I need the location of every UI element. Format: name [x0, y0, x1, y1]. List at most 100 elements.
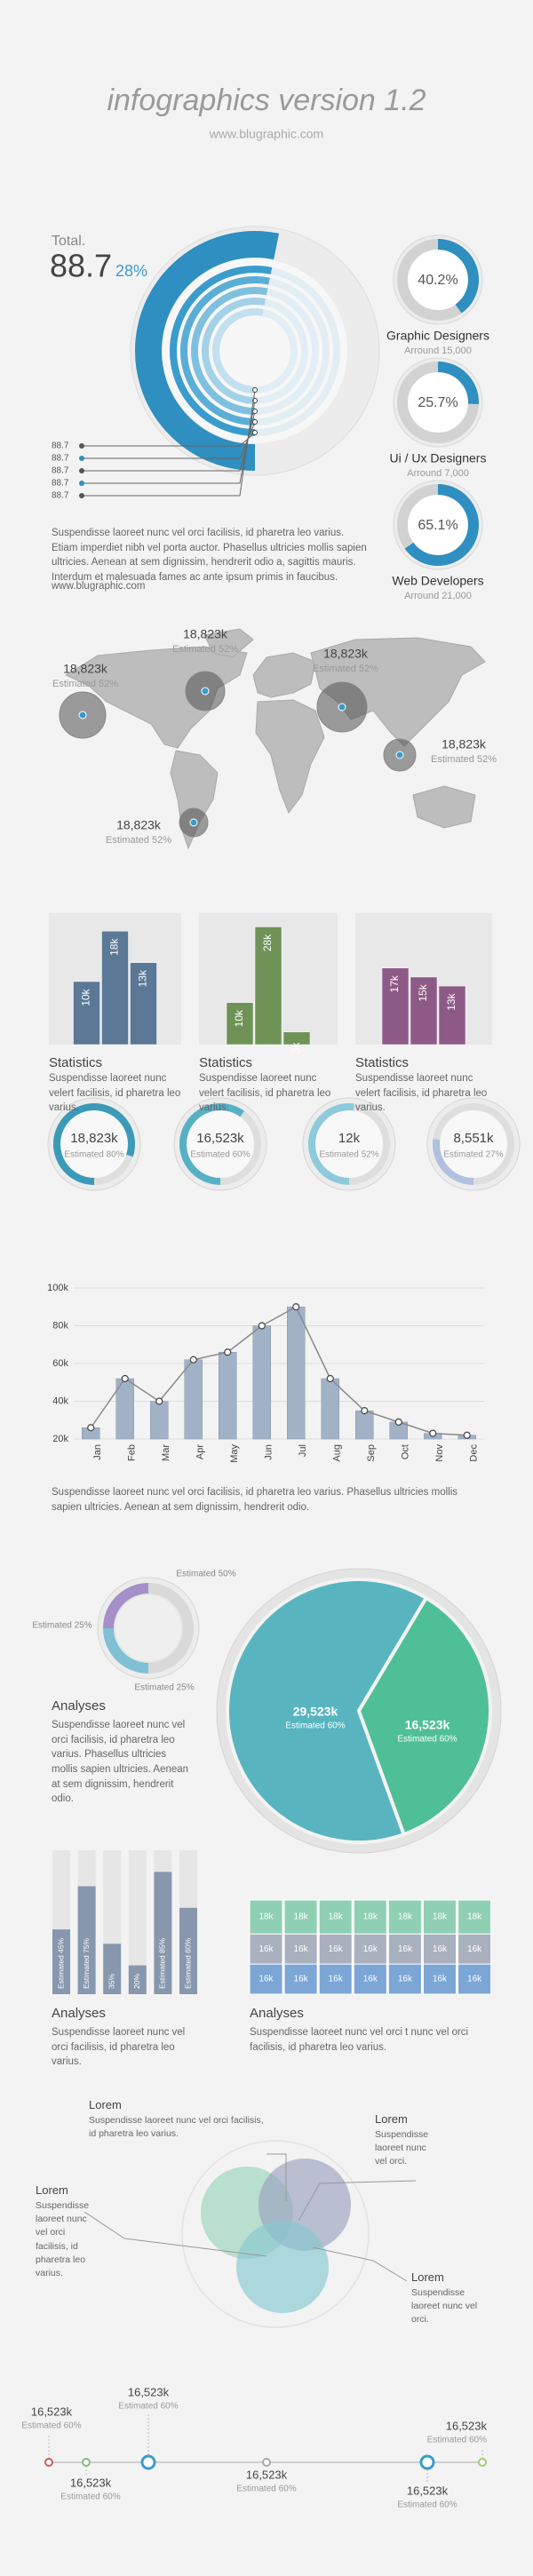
map-note: Estimated 52% [106, 835, 171, 846]
column-label: 20% [132, 1974, 141, 1989]
gauge-note: Estimated 52% [319, 1150, 378, 1160]
ring-label-dot [79, 443, 84, 449]
leader-line [266, 2153, 287, 2201]
column-label: Estimated 60% [183, 1937, 192, 1989]
trend-point [155, 1397, 163, 1405]
analyses-text: Suspendisse laoreet nunc vel orci facili… [52, 1720, 189, 1805]
leader-line [312, 2246, 408, 2282]
bar [355, 1410, 374, 1440]
pie-slice [225, 1578, 429, 1844]
panel-title: Statistics [199, 1055, 253, 1070]
stacked-segment [318, 1899, 353, 1935]
stacked-label: 16k [329, 1975, 344, 1984]
stacked-label: 18k [259, 1912, 274, 1922]
stacked-segment [423, 1899, 457, 1935]
pie-note: Estimated 60% [285, 1721, 345, 1731]
x-tick-label: Aug [332, 1444, 343, 1462]
stacked-segment [283, 1899, 318, 1935]
analysis-donut-segment [147, 1583, 194, 1674]
map-note: Estimated 52% [313, 664, 378, 674]
x-tick-label: Mar [161, 1444, 171, 1461]
y-tick-label: 20k [52, 1434, 68, 1444]
timeline-point [140, 2454, 156, 2470]
x-tick-label: Jun [264, 1444, 274, 1460]
ring-arc [180, 276, 270, 425]
ring-arc [202, 298, 266, 404]
stacked-segment [423, 1963, 457, 1995]
y-tick-label: 80k [52, 1320, 68, 1331]
stacked-label: 16k [363, 1944, 378, 1954]
bar [321, 1378, 339, 1440]
ring-label: 88.7 [52, 466, 69, 476]
stacked-label: 16k [398, 1944, 413, 1954]
ring-arc [191, 287, 268, 415]
x-tick-label: Jul [298, 1444, 308, 1457]
map-dot [78, 711, 87, 720]
x-tick-label: Apr [195, 1444, 206, 1459]
ring-label-dot [79, 493, 84, 498]
ring-arc [170, 266, 273, 436]
panel-bar [381, 967, 410, 1046]
pie-value: 29,523k [293, 1705, 338, 1719]
stacked-segment [457, 1899, 492, 1935]
timeline-note: Estimated 60% [118, 2402, 178, 2412]
map-dot [189, 818, 198, 827]
map-dot [338, 703, 346, 712]
timeline-note: Estimated 60% [236, 2485, 296, 2494]
donut-arc [437, 362, 479, 405]
map-note: Estimated 52% [52, 679, 118, 689]
panel-bar-label: 13k [445, 992, 457, 1010]
x-tick-label: Oct [401, 1444, 411, 1459]
donut-arc [437, 239, 479, 314]
pie-value: 16,523k [405, 1718, 450, 1732]
stacked-segment [318, 1963, 353, 1995]
timeline-value: 16,523k [246, 2468, 288, 2481]
timeline-value: 16,523k [31, 2405, 73, 2418]
pie-slice [356, 1595, 492, 1837]
x-tick-label: Nov [434, 1444, 445, 1462]
venn-text: Suspendisse laoreet nunc vel orci. [375, 2129, 429, 2167]
map-dot [201, 687, 210, 696]
stacked-label: 18k [433, 1912, 448, 1922]
column-bar [154, 1872, 172, 1994]
bar [150, 1401, 169, 1440]
trend-point [429, 1429, 437, 1437]
monthly-description: Suspendisse laoreet nunc vel orci facili… [52, 1487, 458, 1513]
gauge-value: 16,523k [196, 1131, 244, 1146]
panel-title: Statistics [355, 1055, 410, 1070]
panel-bar-label: 28k [261, 934, 274, 951]
ring-label-dot [79, 481, 84, 486]
stacked-label: 16k [433, 1944, 448, 1954]
continent [412, 785, 476, 829]
column-bar [52, 1929, 70, 1994]
map-value: 18,823k [116, 818, 162, 832]
ring-inner [163, 258, 347, 443]
map-value: 18,823k [323, 647, 369, 661]
stacked-segment [387, 1963, 422, 1995]
timeline-value: 16,523k [128, 2385, 170, 2398]
panel-bar [130, 962, 157, 1046]
trend-point [292, 1303, 300, 1311]
column-label: Estimated 85% [158, 1937, 167, 1989]
stacked-label: 16k [294, 1975, 309, 1984]
donut-label: 25.7% [418, 395, 457, 410]
timeline-point [262, 2458, 271, 2467]
stacked-label: 16k [467, 1975, 482, 1984]
stacked-label: 16k [363, 1975, 378, 1984]
panel-bar-label: 15k [417, 983, 429, 1001]
continent [203, 628, 254, 658]
stacked-segment [249, 1933, 283, 1965]
venn-text: Suspendisse laoreet nunc vel orci facili… [36, 2200, 90, 2279]
x-tick-label: Dec [469, 1444, 480, 1462]
stacked-segment [457, 1963, 492, 1995]
total-label: Total. [52, 234, 85, 249]
analysis-donut-label: Estimated 50% [176, 1570, 235, 1579]
donut-label: 65.1% [418, 518, 457, 533]
trend-point [224, 1348, 232, 1356]
bar [252, 1325, 271, 1440]
stacked-segment [353, 1899, 387, 1935]
trend-point [326, 1374, 334, 1383]
timeline-note: Estimated 60% [427, 2436, 487, 2445]
panel-bar [438, 985, 466, 1046]
